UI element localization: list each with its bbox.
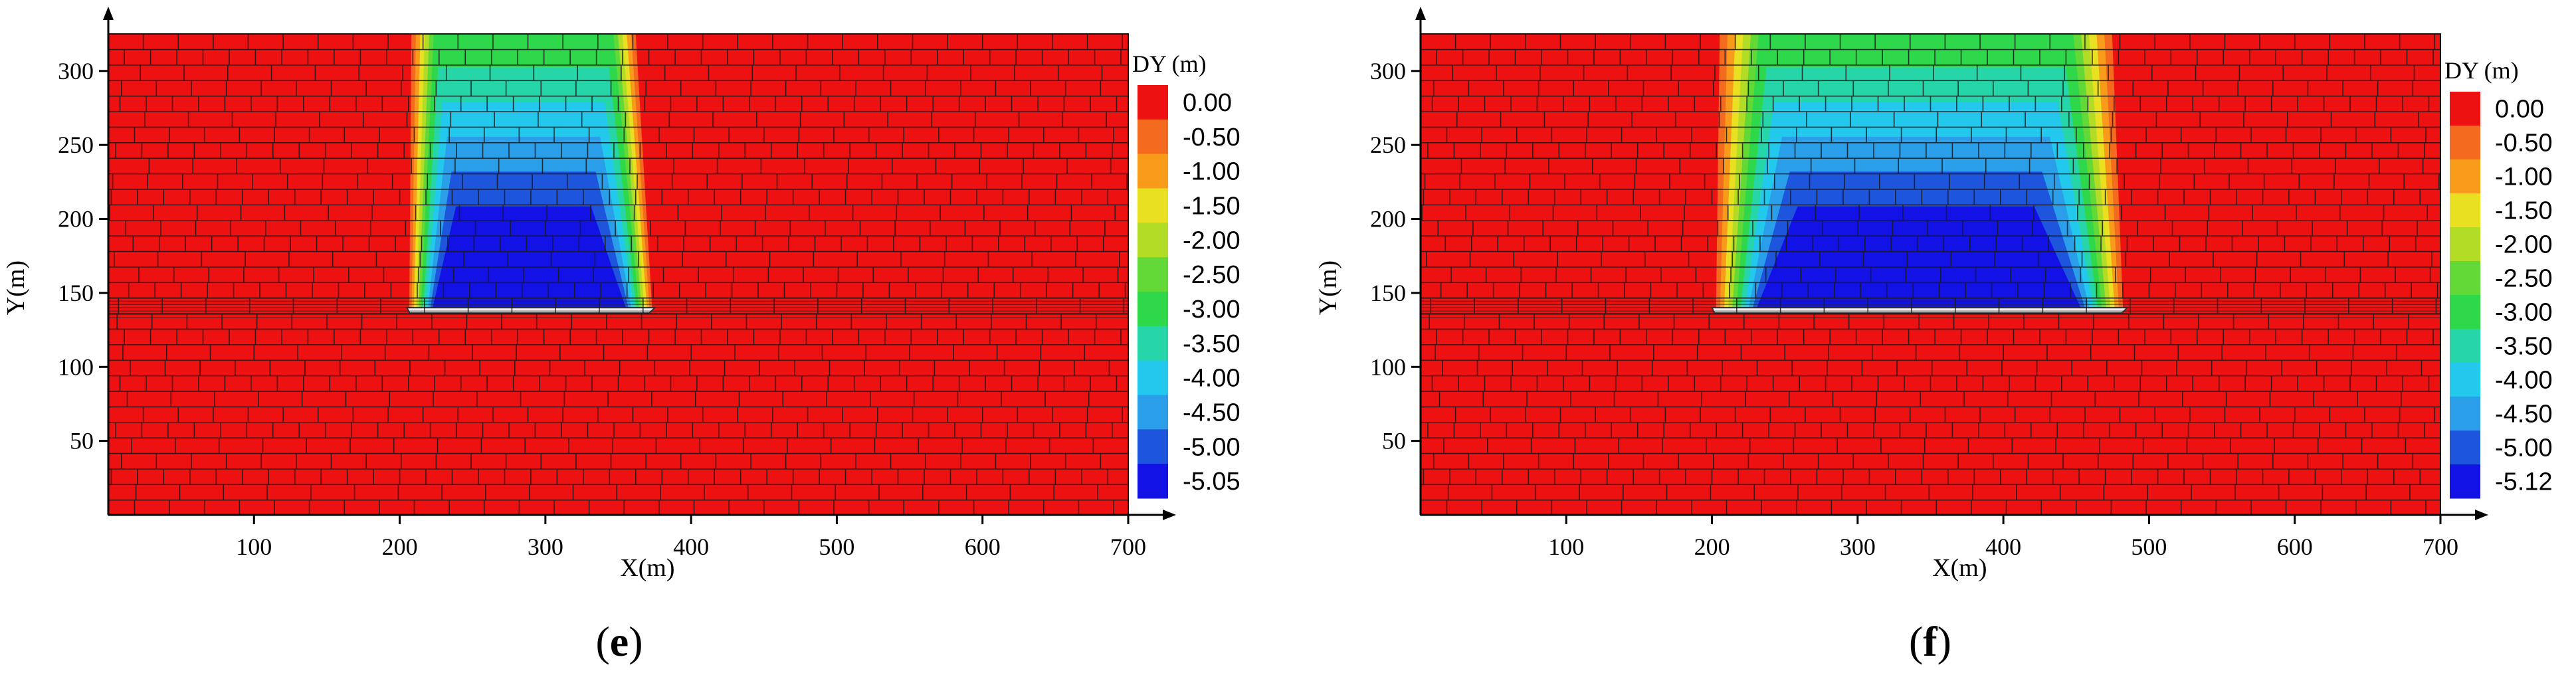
legend-label: -1.50	[1183, 192, 1240, 220]
y-tick-label: 300	[1370, 58, 1406, 84]
legend-swatch	[2450, 92, 2480, 126]
legend-label: -5.12	[2495, 468, 2553, 496]
legend-label: -1.00	[2495, 163, 2553, 191]
y-tick-label: 200	[58, 206, 94, 233]
x-axis-label: X(m)	[620, 554, 674, 582]
legend-label: -3.00	[1183, 296, 1240, 324]
goaf-void	[405, 307, 656, 314]
legend-label: 0.00	[2495, 96, 2544, 124]
legend-label: -0.50	[2495, 130, 2553, 157]
x-axis-label: X(m)	[1932, 554, 1987, 582]
y-tick-label: 50	[70, 428, 94, 454]
x-tick-label: 400	[673, 533, 709, 560]
y-tick-label: 300	[58, 58, 94, 84]
legend-swatch	[2450, 431, 2480, 465]
legend-label: -3.50	[2495, 333, 2553, 361]
x-tick-label: 100	[1548, 533, 1584, 560]
seam-strata	[108, 297, 1128, 318]
y-tick-label: 100	[1370, 353, 1406, 380]
x-tick-label: 500	[819, 533, 854, 560]
legend-swatch	[1138, 292, 1168, 327]
legend-swatch	[2450, 193, 2480, 228]
x-tick-label: 600	[2277, 533, 2313, 560]
legend-swatch	[1138, 360, 1168, 395]
legend-swatch	[2450, 159, 2480, 194]
legend-swatch	[1138, 326, 1168, 361]
x-tick-label: 700	[2423, 533, 2458, 560]
legend-label: -2.00	[1183, 227, 1240, 254]
legend-swatch	[2450, 261, 2480, 296]
y-tick-label: 250	[1370, 132, 1406, 158]
y-tick-label: 150	[1370, 280, 1406, 306]
x-tick-label: 300	[528, 533, 563, 560]
axes-e: 100 200 300 400 500 600 700 50 100 150 200 250 300 X(…	[2, 7, 1176, 582]
x-tick-label: 200	[1694, 533, 1730, 560]
legend-swatch	[1138, 188, 1168, 223]
legend-swatch	[1138, 153, 1168, 189]
legend-label: -4.50	[1183, 399, 1240, 427]
legend-f: DY (m) 0.00 -0.50 -1.00 -1.50 -2.00 -2.50 -3.00…	[2444, 57, 2553, 499]
legend-label: -4.50	[2495, 401, 2553, 429]
legend-swatch	[2450, 363, 2480, 397]
legend-swatch	[1138, 464, 1168, 499]
x-tick-label: 500	[2131, 533, 2167, 560]
y-tick-label: 100	[58, 353, 94, 380]
legend-swatch	[1138, 223, 1168, 258]
legend-swatch	[2450, 126, 2480, 160]
x-tick-label: 400	[1985, 533, 2021, 560]
chart-panel-e: 100 200 300 400 500 600 700 50 100 150 200 250 300 X(…	[2, 7, 1240, 665]
x-tick-label: 200	[382, 533, 418, 560]
displacement-contour-e	[108, 33, 1128, 516]
panel-label-e: (e)	[595, 618, 643, 665]
legend-label: -5.00	[2495, 435, 2553, 462]
seam-strata	[1421, 297, 2440, 318]
legend-label: -4.00	[2495, 367, 2553, 395]
legend-e: DY (m) 0.00 -0.50 -1.00 -1.50 -2.00 -2.50 -3.00…	[1132, 50, 1240, 499]
displacement-contour-f	[1421, 33, 2440, 516]
legend-label: -2.50	[2495, 265, 2553, 293]
y-tick-label: 150	[58, 280, 94, 306]
legend-label: -4.00	[1183, 365, 1240, 393]
legend-label: -1.50	[2495, 197, 2553, 225]
x-tick-label: 100	[236, 533, 272, 560]
legend-swatch	[1138, 395, 1168, 430]
y-axis-arrow	[103, 7, 114, 20]
y-tick-label: 250	[58, 132, 94, 158]
legend-swatch	[1138, 429, 1168, 464]
x-axis-arrow	[2475, 510, 2488, 520]
legend-label: -0.50	[1183, 124, 1240, 151]
x-tick-label: 700	[1110, 533, 1146, 560]
legend-label: -3.00	[2495, 299, 2553, 327]
x-axis-arrow	[1163, 510, 1176, 520]
axes-f: 100 200 300 400 500 600 700 50 100 150 200 250 300 X(…	[1314, 7, 2488, 582]
legend-swatch	[1138, 85, 1168, 120]
legend-swatch	[1138, 257, 1168, 292]
legend-swatch	[1138, 119, 1168, 155]
goaf-void	[1710, 307, 2129, 314]
legend-title: DY (m)	[2444, 57, 2519, 84]
y-tick-label: 50	[1382, 428, 1406, 454]
legend-label: -2.00	[2495, 231, 2553, 259]
chart-panel-f: 100 200 300 400 500 600 700 50 100 150 200 250 300 X(…	[1314, 7, 2553, 665]
x-tick-label: 300	[1840, 533, 1876, 560]
legend-title: DY (m)	[1132, 50, 1207, 77]
legend-label: -5.05	[1183, 468, 1240, 496]
legend-swatch	[2450, 329, 2480, 363]
y-axis-label: Y(m)	[2, 260, 30, 315]
legend-swatch	[2450, 295, 2480, 330]
legend-swatch	[2450, 464, 2480, 499]
legend-swatch	[2450, 397, 2480, 431]
legend-swatch	[2450, 227, 2480, 262]
legend-label: -5.00	[1183, 433, 1240, 461]
y-tick-label: 200	[1370, 206, 1406, 233]
legend-label: -3.50	[1183, 330, 1240, 358]
legend-label: -2.50	[1183, 261, 1240, 289]
panel-label-f: (f)	[1909, 618, 1951, 665]
y-axis-arrow	[1415, 7, 1426, 20]
y-axis-label: Y(m)	[1314, 260, 1342, 315]
legend-label: -1.00	[1183, 158, 1240, 186]
legend-label: 0.00	[1183, 89, 1232, 117]
x-tick-label: 600	[965, 533, 1001, 560]
